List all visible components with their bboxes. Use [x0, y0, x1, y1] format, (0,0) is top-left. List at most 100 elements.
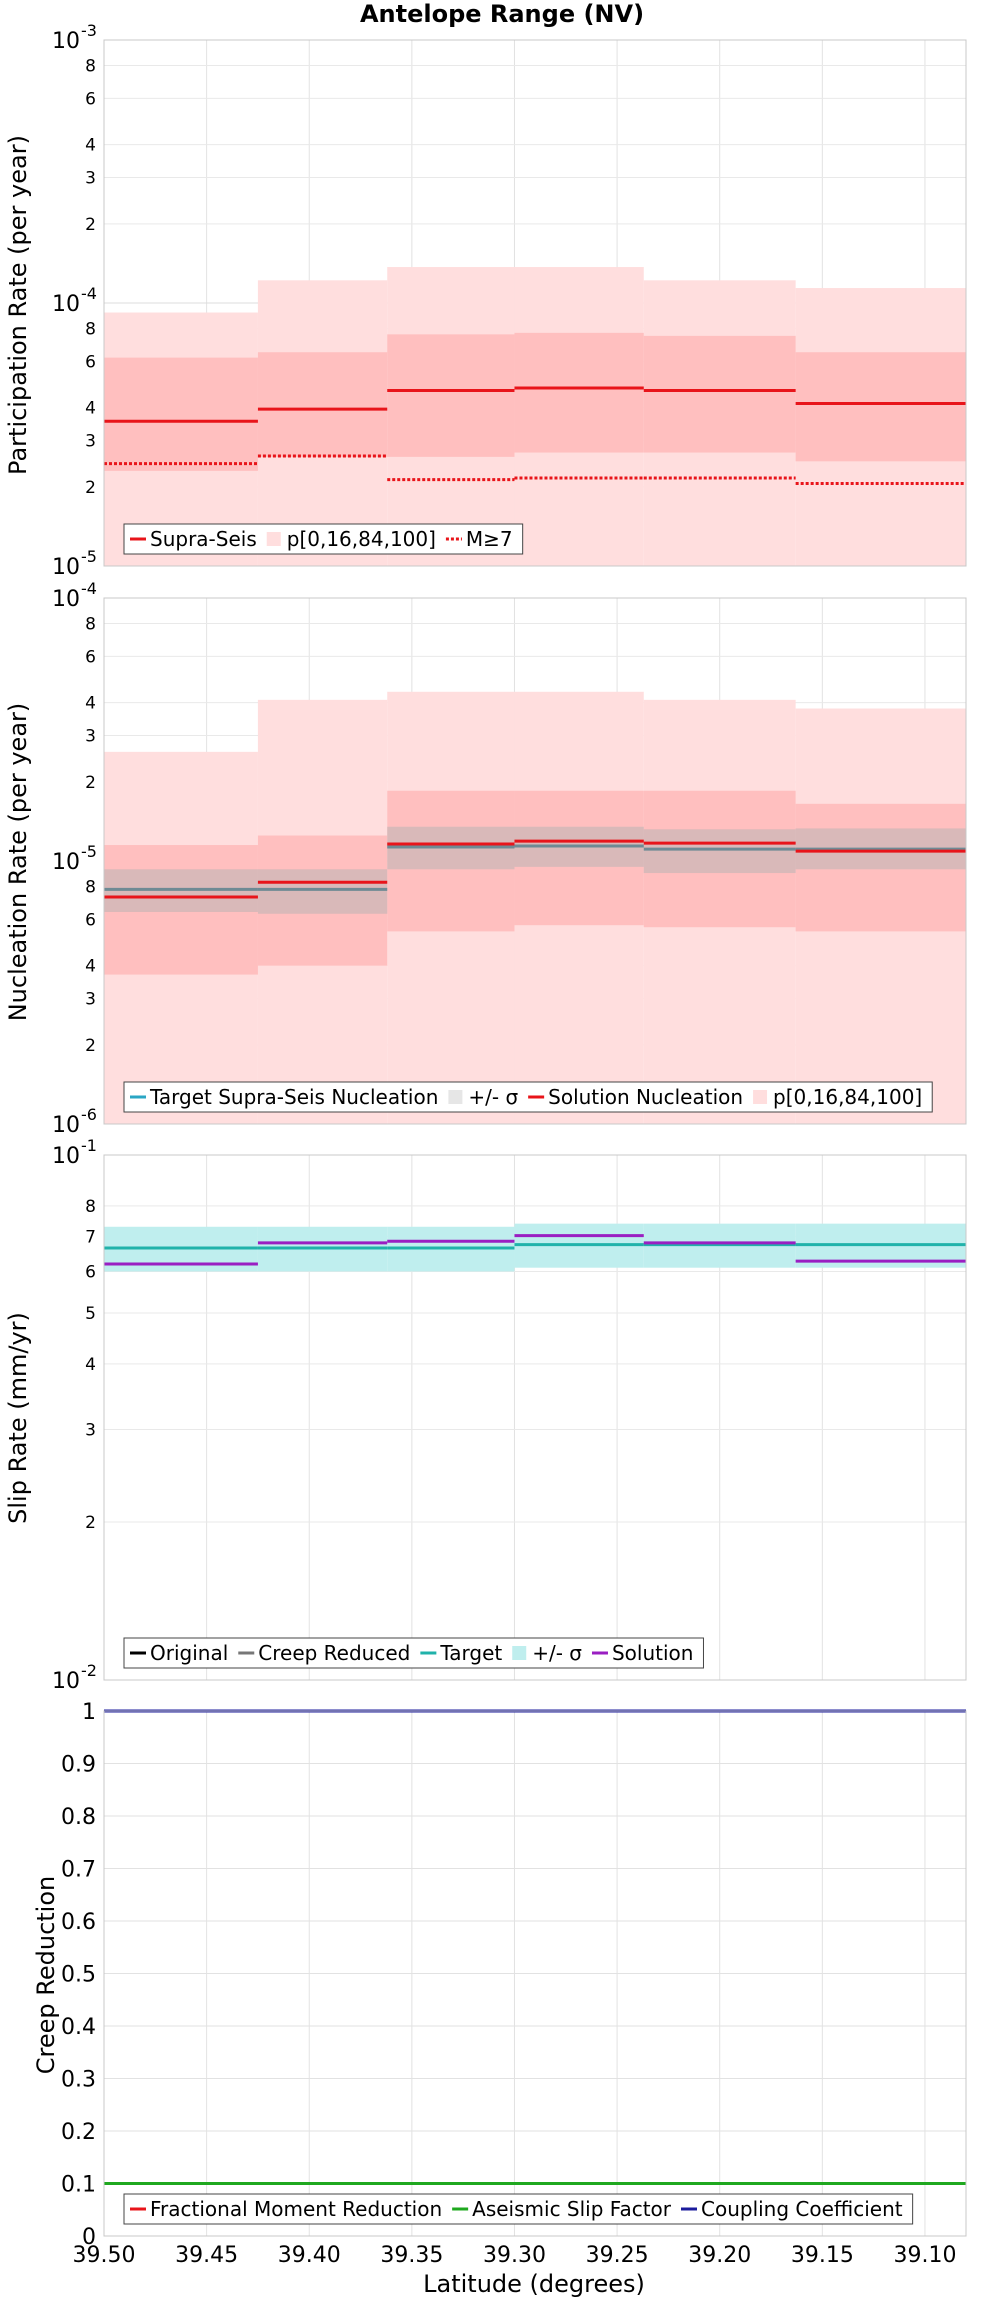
- creep-ytick: 0.1: [61, 2173, 96, 2198]
- creep-legend-label-fractional-moment-reduction: Fractional Moment Reduction: [150, 2197, 442, 2221]
- creep-ytick: 0.7: [61, 1858, 96, 1883]
- creep-legend: Fractional Moment Reduction Aseismic Slip…: [123, 2193, 914, 2225]
- panel-slip: Slip Rate (mm/yr): [4, 1312, 32, 1524]
- creep-ytick: 0.8: [61, 1805, 96, 1830]
- nucleation-legend-label-target-supra-seis-nucleation: Target Supra-Seis Nucleation: [149, 1085, 438, 1109]
- creep-legend-label-coupling-coefficient: Coupling Coefficient: [701, 2197, 903, 2221]
- slip-ytick-exponent: -1: [81, 1136, 97, 1155]
- slip-legend-label-original: Original: [150, 1641, 228, 1665]
- participation-band-band-1: [643, 335, 796, 453]
- x-tick-label: 39.45: [175, 2243, 238, 2268]
- nucleation-ylabel: Nucleation Rate (per year): [4, 703, 32, 1022]
- participation-ytick-major: 10: [52, 292, 80, 317]
- slip-frame: [103, 1154, 967, 1681]
- slip-legend-label-creep-reduced: Creep Reduced: [258, 1641, 410, 1665]
- participation-band-band-1: [514, 332, 644, 453]
- participation-legend-swatch-p-0-16-84-100: [266, 532, 281, 546]
- participation-ytick-minor: 8: [85, 319, 96, 339]
- panel-creep: Creep Reduction: [32, 1876, 60, 2074]
- nucleation-ytick-major: 10: [52, 1113, 80, 1138]
- nucleation-ytick-minor: 4: [85, 694, 96, 714]
- nucleation-ytick-minor: 2: [85, 773, 96, 793]
- creep-ytick: 0.3: [61, 2068, 96, 2093]
- panel-nucleation: Nucleation Rate (per year): [4, 703, 32, 1022]
- nucleation-ytick-minor: 4: [85, 957, 96, 977]
- slip-ytick-minor: 7: [85, 1227, 96, 1247]
- slip-ytick-minor: 4: [85, 1355, 96, 1375]
- participation-ylabel: Participation Rate (per year): [4, 135, 32, 475]
- participation-legend-label-m-7: M≥7: [466, 527, 513, 551]
- x-tick-label: 39.50: [73, 2243, 136, 2268]
- slip-legend-label-target: Target: [439, 1641, 502, 1665]
- x-tick-label: 39.30: [483, 2243, 546, 2268]
- slip-legend-swatch-entry: [512, 1646, 527, 1660]
- nucleation-legend-label-solution-nucleation: Solution Nucleation: [548, 1085, 743, 1109]
- nucleation-legend-label-entry: +/- σ: [468, 1085, 518, 1109]
- nucleation-ytick-exponent: -6: [81, 1105, 97, 1124]
- chart-title: Antelope Range (NV): [360, 0, 644, 28]
- creep-plot: 0 0.1 0.2 0.3 0.4 0.5 0.6 0.7 0.8 0.9 1 Fractional …: [61, 1700, 967, 2250]
- participation-legend-label-p-0-16-84-100: p[0,16,84,100]: [287, 527, 436, 551]
- creep-ytick: 0.6: [61, 1910, 96, 1935]
- creep-ytick: 0.5: [61, 1963, 96, 1988]
- nucleation-legend-box: [123, 1081, 933, 1113]
- nucleation-ytick-exponent: -5: [81, 842, 97, 861]
- panel-participation: Participation Rate (per year): [4, 135, 32, 475]
- x-tick-label: 39.20: [688, 2243, 751, 2268]
- participation-ytick-exponent: -4: [81, 284, 97, 303]
- creep-legend-label-aseismic-slip-factor: Aseismic Slip Factor: [472, 2197, 672, 2221]
- creep-ytick: 0: [82, 2225, 96, 2250]
- participation-legend: Supra-Seis p[0,16,84,100] M≥7: [123, 523, 524, 555]
- nucleation-legend-swatch-p-0-16-84-100: [753, 1090, 768, 1104]
- participation-ytick-minor: 6: [85, 352, 96, 372]
- nucleation-ytick-major: 10: [52, 587, 80, 612]
- participation-band-band-1: [795, 352, 966, 462]
- creep-legend-box: [123, 2193, 914, 2225]
- nucleation-legend-label-p-0-16-84-100: p[0,16,84,100]: [773, 1085, 922, 1109]
- slip-ytick-exponent: -2: [81, 1661, 97, 1680]
- participation-ytick-minor: 6: [85, 89, 96, 109]
- nucleation-band--2: [257, 869, 388, 914]
- creep-ytick: 0.9: [61, 1753, 96, 1778]
- creep-ytick: 1: [82, 1700, 96, 1725]
- nucleation-ytick-minor: 3: [85, 727, 96, 747]
- participation-ytick-minor: 2: [85, 478, 96, 498]
- participation-ytick-major: 10: [52, 555, 80, 580]
- slip-ytick-minor: 2: [85, 1513, 96, 1533]
- x-tick-label: 39.25: [586, 2243, 649, 2268]
- creep-frame: [103, 1710, 967, 2237]
- slip-ytick-major: 10: [52, 1669, 80, 1694]
- participation-ytick-minor: 3: [85, 169, 96, 189]
- x-tick-label: 39.40: [278, 2243, 341, 2268]
- participation-ytick-minor: 8: [85, 56, 96, 76]
- slip-legend-label-entry: +/- σ: [532, 1641, 582, 1665]
- slip-ytick-minor: 8: [85, 1197, 96, 1217]
- nucleation-ytick-minor: 8: [85, 614, 96, 634]
- slip-ytick-major: 10: [52, 1144, 80, 1169]
- participation-ytick-exponent: -3: [81, 21, 97, 40]
- creep-ytick: 0.2: [61, 2120, 96, 2145]
- x-tick-label: 39.35: [380, 2243, 443, 2268]
- participation-ytick-exponent: -5: [81, 547, 97, 566]
- nucleation-legend-swatch-entry: [448, 1090, 463, 1104]
- nucleation-ytick-major: 10: [52, 850, 80, 875]
- nucleation-ytick-minor: 6: [85, 910, 96, 930]
- slip-ylabel: Slip Rate (mm/yr): [4, 1312, 32, 1524]
- participation-band-band-1: [387, 334, 515, 457]
- x-tick-label: 39.10: [893, 2243, 956, 2268]
- nucleation-band--2: [643, 829, 796, 874]
- nucleation-legend: Target Supra-Seis Nucleation +/- σ Solutio…: [123, 1081, 933, 1113]
- nucleation-ytick-exponent: -4: [81, 579, 97, 598]
- slip-ytick-minor: 5: [85, 1304, 96, 1324]
- nucleation-ytick-minor: 2: [85, 1036, 96, 1056]
- slip-legend: Original Creep Reduced Target +/- σ Solution: [123, 1637, 704, 1669]
- participation-ytick-minor: 2: [85, 215, 96, 235]
- participation-ytick-minor: 4: [85, 136, 96, 156]
- slip-ytick-minor: 3: [85, 1421, 96, 1441]
- creep-ytick: 0.4: [61, 2015, 96, 2040]
- nucleation-frame: [103, 597, 967, 1125]
